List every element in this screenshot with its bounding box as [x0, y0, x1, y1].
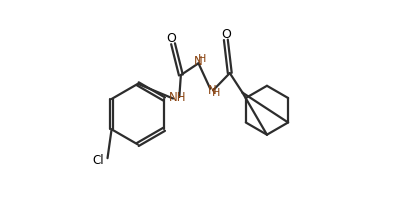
Text: Cl: Cl: [92, 154, 103, 167]
Text: N: N: [194, 55, 203, 68]
Text: H: H: [198, 54, 207, 64]
Text: H: H: [211, 88, 220, 98]
Text: O: O: [221, 28, 231, 41]
Text: NH: NH: [169, 91, 187, 104]
Text: N: N: [208, 84, 217, 97]
Text: O: O: [166, 32, 176, 45]
